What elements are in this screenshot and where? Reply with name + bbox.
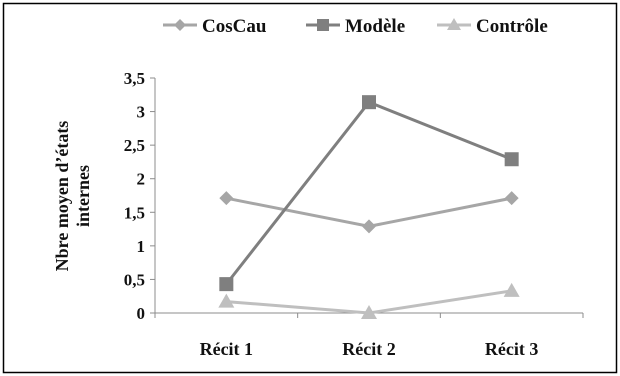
legend-marker xyxy=(317,19,329,31)
y-tick-label: 3,5 xyxy=(124,69,145,88)
x-category-label: Récit 2 xyxy=(342,339,395,359)
y-tick-label: 1,5 xyxy=(124,203,145,222)
y-axis-title-line: internes xyxy=(73,165,93,227)
y-tick-label: 2,5 xyxy=(124,136,145,155)
data-point xyxy=(362,95,376,110)
y-tick-label: 3 xyxy=(137,103,146,122)
y-axis-title: Nbre moyen d’étatsinternes xyxy=(52,121,93,272)
y-axis-title-line: Nbre moyen d’états xyxy=(52,121,72,272)
data-point xyxy=(504,152,519,167)
y-tick-label: 0 xyxy=(137,304,146,323)
legend-marker xyxy=(174,19,186,31)
y-tick-label: 1 xyxy=(137,237,146,256)
legend-label: Contrôle xyxy=(476,16,548,37)
data-point xyxy=(504,191,519,206)
x-category-label: Récit 1 xyxy=(200,339,253,359)
y-axis-label: Nbre moyen d’étatsinternes xyxy=(52,121,93,272)
data-point xyxy=(219,191,234,206)
legend-label: CosCau xyxy=(202,16,267,37)
data-point xyxy=(219,277,234,292)
y-tick-label: 2 xyxy=(137,170,146,189)
data-point xyxy=(218,293,235,308)
axes: 0 0,5 1 1,5 2 2,5 3 3,5 Récit 1 Récit 2 Récit 3 xyxy=(124,69,584,359)
x-category-label: Récit 3 xyxy=(485,339,538,359)
legend-label: Modèle xyxy=(345,16,405,37)
legend-marker xyxy=(447,18,461,30)
y-tick-label: 0,5 xyxy=(124,270,145,289)
data-point xyxy=(503,282,520,297)
series-layer xyxy=(218,95,520,319)
data-point xyxy=(361,305,377,319)
legend: CosCau Modèle Contrôle xyxy=(163,16,548,37)
data-point xyxy=(362,219,376,234)
